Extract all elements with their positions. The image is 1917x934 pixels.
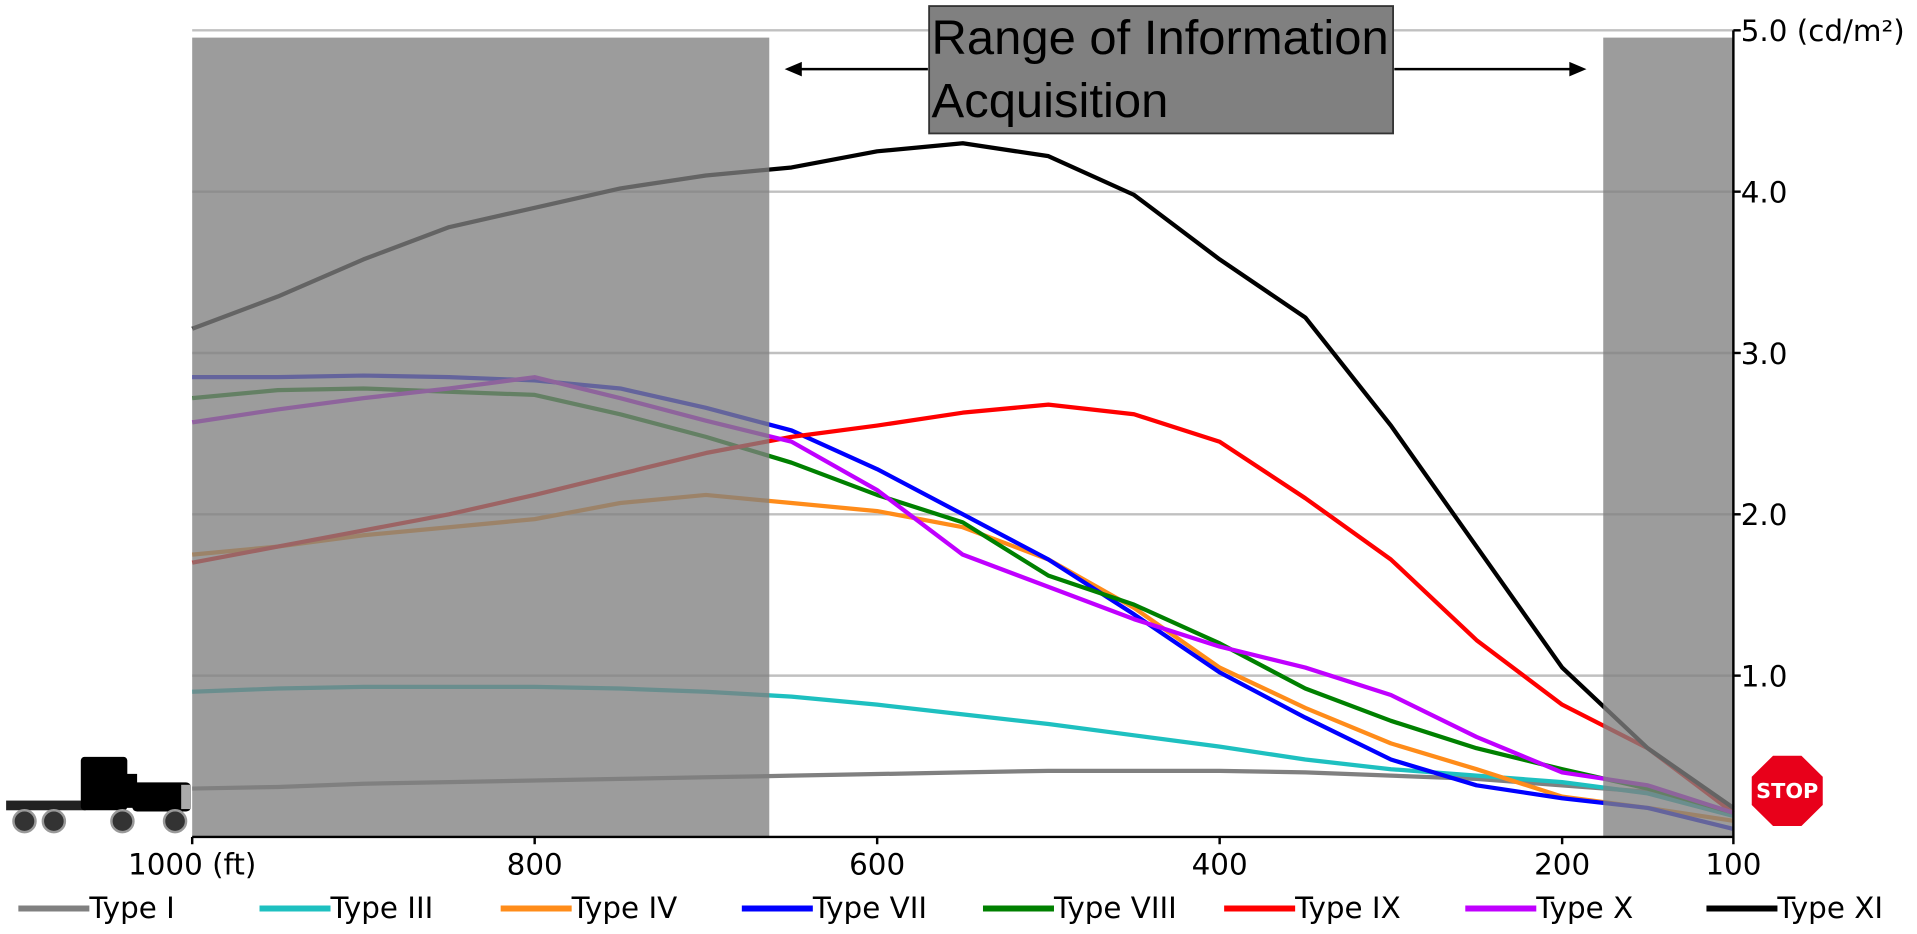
legend-label: Type IV — [571, 891, 678, 925]
y-tick-label: 4.0 — [1741, 176, 1788, 210]
truck-cab — [81, 757, 128, 810]
legend-label: Type X — [1535, 891, 1633, 925]
x-tick-label: 800 — [507, 848, 563, 882]
legend-label: Type VIII — [1053, 891, 1177, 925]
legend: Type I Type III Type IV Type VII Type VIII Ty… — [18, 891, 1883, 925]
wheel — [111, 810, 133, 832]
y-tick-label: 5.0 (cd/m²) — [1741, 14, 1905, 48]
x-tick-label: 200 — [1534, 848, 1590, 882]
truck-icon — [6, 757, 191, 832]
legend-label: Type XI — [1776, 891, 1883, 925]
annotation: Range of Information Acquisition — [785, 6, 1587, 133]
wheel — [13, 810, 35, 832]
truck-trailer — [6, 801, 86, 811]
annotation-text: Range of Information — [932, 11, 1389, 65]
chart: 1.0 2.0 3.0 4.0 5.0 (cd/m²) 1000 (ft) 800 600 40… — [0, 0, 1917, 934]
stop-text: STOP — [1756, 779, 1818, 803]
x-tick-label: 1000 (ft) — [128, 848, 256, 882]
x-tick-label: 600 — [849, 848, 905, 882]
legend-label: Type IX — [1294, 891, 1401, 925]
legend-label: Type I — [88, 891, 174, 925]
annotation-text: Acquisition — [932, 74, 1169, 128]
x-tick-label: 100 — [1705, 848, 1761, 882]
y-tick-label: 3.0 — [1741, 337, 1788, 371]
y-tick-label: 2.0 — [1741, 498, 1788, 532]
wheel — [43, 810, 65, 832]
truck-grille — [181, 785, 191, 809]
legend-label: Type III — [330, 891, 434, 925]
stop-sign: STOP — [1751, 754, 1824, 827]
arrow-head — [1569, 62, 1586, 77]
shaded-regions — [192, 38, 1733, 837]
shaded-region — [192, 38, 769, 837]
shaded-region — [1603, 38, 1733, 837]
y-tick-label: 1.0 — [1741, 660, 1788, 694]
x-tick-label: 400 — [1192, 848, 1248, 882]
page: {"chart_data": {"type": "line", "x": [10… — [0, 0, 1917, 934]
arrow-head — [785, 62, 802, 77]
legend-label: Type VII — [812, 891, 927, 925]
wheel — [164, 810, 186, 832]
